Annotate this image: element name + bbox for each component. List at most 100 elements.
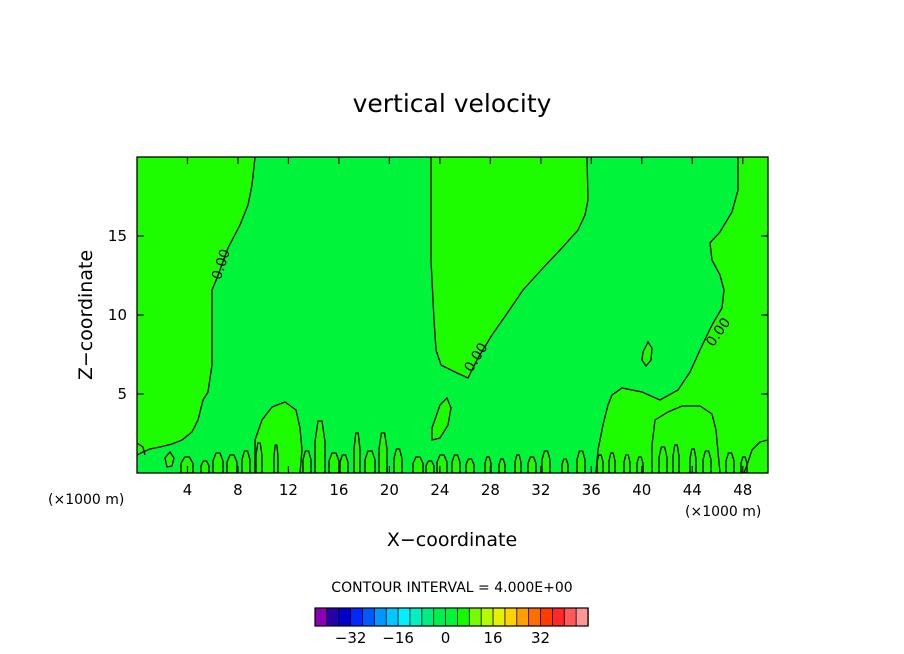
colorbar-swatch-8 [409,607,423,627]
boundary-cell-contour-19 [465,458,475,473]
x-axis-unit-right: (×1000 m) [685,504,761,520]
contour-interval-label: CONTOUR INTERVAL = 4.000E+00 [331,580,572,596]
boundary-cell-contour-29 [623,454,631,473]
boundary-cell-contour-18 [451,454,461,473]
edge-contour-left [137,442,146,456]
colorbar-swatch-2 [338,607,352,627]
boundary-cell-2 [213,453,223,473]
boundary-cell-contour-11 [353,432,361,473]
boundary-cell-contour-28 [608,452,616,473]
colorbar-tick-3: 16 [483,629,502,647]
boundary-cell-28 [609,453,615,473]
colorbar-swatch-0 [314,607,328,627]
boundary-cell-7 [303,451,311,473]
colorbar-swatch-22 [575,607,589,627]
blob-contour-left [164,450,175,468]
island-contour-left [254,401,303,473]
colorbar-swatch-9 [421,607,435,627]
bottom-boundary-contours [181,421,747,473]
cell-small-center [432,398,451,440]
boundary-cell-34 [703,451,711,473]
boundary-cell-27 [597,455,603,473]
boundary-cell-13 [379,433,387,473]
boundary-cell-contour-7 [302,450,312,473]
colorbar-swatch-11 [445,607,459,627]
boundary-cell-33 [690,449,696,473]
boundary-cell-contour-21 [498,458,506,473]
colorbar-swatch-12 [457,607,471,627]
y-axis-ticks: 5 10 15 [108,227,768,403]
boundary-cell-contour-12 [364,450,376,473]
boundary-cell-11 [354,433,360,473]
colorbar-swatch-7 [397,607,411,627]
boundary-cell-15 [413,457,423,473]
boundary-cell-contour-10 [339,454,349,473]
boundary-cell-5 [256,443,262,473]
x-tick-label-32: 32 [531,481,550,499]
boundary-cell-contour-9 [328,452,340,473]
colorbar-swatch-6 [385,607,399,627]
cell-small-right [642,342,652,366]
colorbar-swatch-15 [492,607,506,627]
updraft-island-left [252,402,302,473]
colorbar-swatch-19 [540,607,554,627]
x-tick-label-36: 36 [582,481,601,499]
boundary-cell-16 [426,461,434,473]
boundary-cell-21 [499,459,505,473]
boundary-cell-20 [485,457,491,473]
cell-contour-right [641,340,653,368]
boundary-cell-contour-4 [241,450,251,473]
boundary-cell-contour-16 [425,460,435,473]
boundary-cell-contour-5 [255,442,263,473]
x-axis-unit-left: (×1000 m) [48,492,124,508]
boundary-cell-contour-31 [658,446,668,473]
bottom-boundary-contour-lines [180,420,748,473]
boundary-cell-contour-23 [527,456,537,473]
y-tick-label-5: 5 [117,385,127,403]
boundary-cell-contour-3 [226,454,238,473]
boundary-cell-12 [365,451,375,473]
x-tick-label-44: 44 [683,481,702,499]
boundary-cell-0 [181,457,193,473]
colorbar-swatch-4 [362,607,376,627]
colorbar-tick-0: −32 [335,629,367,647]
x-tick-label-48: 48 [733,481,752,499]
boundary-cell-9 [329,453,339,473]
boundary-cell-10 [340,455,348,473]
x-tick-label-20: 20 [380,481,399,499]
boundary-cell-contour-30 [636,456,644,473]
contour-lines [137,157,768,473]
colorbar-swatch-17 [516,607,530,627]
zero-contour-left [137,157,256,456]
boundary-cell-contour-24 [541,450,551,473]
x-tick-label-8: 8 [233,481,243,499]
colorbar-swatch-13 [468,607,482,627]
boundary-cell-4 [242,451,250,473]
boundary-cell-contour-32 [672,444,680,473]
colorbar-swatch-10 [433,607,447,627]
y-axis-title: Z−coordinate [75,250,97,380]
boundary-cell-contour-13 [378,432,388,473]
boundary-cell-contour-34 [702,450,712,473]
boundary-cell-26 [577,451,585,473]
x-axis-title: X−coordinate [387,529,517,551]
boundary-cell-contour-35 [725,452,735,473]
colorbar-swatch-1 [326,607,340,627]
boundary-cell-18 [452,455,460,473]
zero-contour-right [595,157,739,473]
cell-contour-center [431,396,452,441]
boundary-cell-contour-6 [273,444,279,473]
colorbar-tick-1: −16 [382,629,414,647]
boundary-cell-contour-15 [412,456,424,473]
colorbar-swatch-16 [504,607,518,627]
zero-contour-center [430,157,589,379]
y-tick-label-10: 10 [108,306,127,324]
boundary-cell-contour-25 [561,458,569,473]
colorbar [314,607,589,627]
colorbar-tick-labels: −32 −16 0 16 32 [335,629,550,647]
colorbar-tick-2: 0 [441,629,451,647]
updraft-island-right [652,406,720,473]
boundary-cell-31 [659,447,667,473]
boundary-cell-32 [673,445,679,473]
